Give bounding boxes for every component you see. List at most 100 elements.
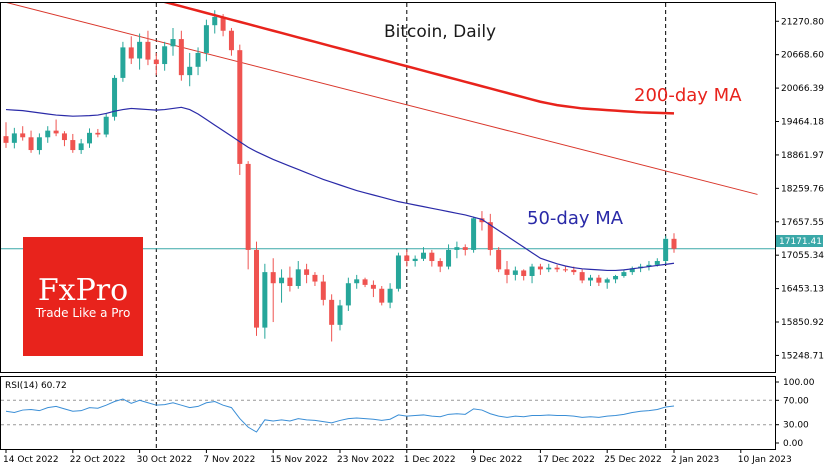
time-tick-label: 9 Dec 2022: [471, 455, 523, 465]
candle: [245, 161, 251, 270]
candle: [70, 133, 76, 153]
candle: [454, 241, 460, 259]
candle: [178, 30, 184, 81]
candle-body: [613, 276, 619, 280]
candle-body: [270, 272, 276, 284]
price-tick-label: 15248.71: [781, 351, 824, 361]
candle-body: [487, 222, 493, 250]
candle: [128, 36, 134, 65]
candle-body: [421, 252, 426, 259]
candle-body: [337, 305, 343, 325]
candle: [646, 261, 652, 271]
rsi-title: RSI(14) 60.72: [5, 381, 67, 391]
period-separators: [155, 3, 667, 449]
candle: [471, 216, 477, 253]
candle: [3, 122, 9, 148]
candle-body: [3, 136, 9, 143]
candle: [187, 52, 193, 87]
time-tick-label: 1 Dec 2022: [404, 455, 456, 465]
candle: [671, 233, 677, 253]
candle-body: [370, 284, 376, 289]
candle: [546, 263, 552, 273]
candle: [11, 127, 17, 149]
candle: [20, 126, 26, 141]
candle-body: [11, 133, 17, 143]
time-tick-label: 10 Jan 2023: [738, 455, 792, 465]
candle: [87, 128, 92, 148]
candle-body: [579, 272, 585, 281]
candle-body: [28, 137, 34, 151]
price-tick-label: 18259.76: [781, 184, 824, 194]
price-tick-label: 20668.60: [781, 51, 824, 61]
rsi-tick-label: 0.00: [783, 439, 803, 449]
candle: [120, 41, 126, 82]
candle: [663, 236, 669, 264]
time-tick-label: 23 Nov 2022: [337, 455, 395, 465]
candle: [521, 269, 527, 281]
candle: [103, 113, 109, 138]
candle-body: [287, 277, 293, 286]
candle-body: [604, 279, 610, 283]
candle-body: [663, 238, 669, 262]
candle: [554, 264, 560, 273]
candle-body: [429, 252, 435, 262]
candle: [195, 47, 201, 76]
candle-body: [512, 270, 518, 275]
candle: [537, 263, 543, 275]
candle-body: [471, 218, 477, 250]
price-tick-label: 17657.55: [781, 218, 824, 228]
candle-body: [404, 255, 410, 262]
candle: [320, 274, 326, 306]
candle: [145, 30, 151, 66]
candle-body: [629, 268, 635, 273]
candle: [153, 52, 159, 76]
candle: [621, 269, 627, 278]
candle: [437, 258, 443, 273]
candle: [529, 263, 535, 284]
candle: [329, 294, 335, 342]
candle-body: [571, 269, 577, 273]
candle: [262, 263, 268, 339]
candle-body: [312, 274, 318, 282]
candle-body: [203, 25, 209, 53]
candle: [404, 249, 410, 267]
price-tick-label: 16453.13: [781, 285, 824, 295]
rsi-levels: [1, 399, 775, 426]
candle-body: [153, 59, 159, 65]
candle: [496, 247, 502, 273]
candle: [78, 138, 84, 154]
ma200-label: 200-day MA: [634, 85, 742, 106]
price-tick-label: 21270.80: [781, 17, 824, 27]
candle-body: [479, 218, 485, 223]
candle-body: [496, 249, 502, 270]
candle-body: [295, 269, 301, 286]
candle-body: [596, 277, 602, 283]
ma50-label: 50-day MA: [527, 208, 624, 229]
candle: [421, 247, 426, 262]
candle-body: [120, 47, 126, 78]
rsi-line: [5, 398, 675, 433]
candle-body: [61, 133, 67, 141]
candle-body: [546, 267, 552, 270]
ma50-line: [5, 106, 675, 272]
downtrend-line: [6, 3, 758, 195]
candle-body: [112, 77, 118, 117]
candle-body: [504, 269, 510, 275]
candle: [512, 266, 518, 281]
candle: [479, 211, 485, 231]
rsi-tick-label: 100.00: [783, 378, 815, 388]
candle-body: [304, 269, 310, 275]
price-tick-label: 19464.18: [781, 118, 824, 128]
candle: [395, 252, 401, 292]
candle-body: [237, 50, 243, 164]
rsi-tick-label: 30.00: [783, 421, 809, 431]
candle: [487, 213, 493, 256]
chart-title: Bitcoin, Daily: [384, 22, 496, 42]
time-tick-label: 15 Nov 2022: [270, 455, 328, 465]
candle-body: [162, 46, 168, 65]
candle-body: [320, 281, 326, 300]
candle-body: [671, 238, 677, 249]
candle-body: [128, 47, 134, 59]
fxpro-logo: FxPro Trade Like a Pro: [23, 237, 143, 356]
